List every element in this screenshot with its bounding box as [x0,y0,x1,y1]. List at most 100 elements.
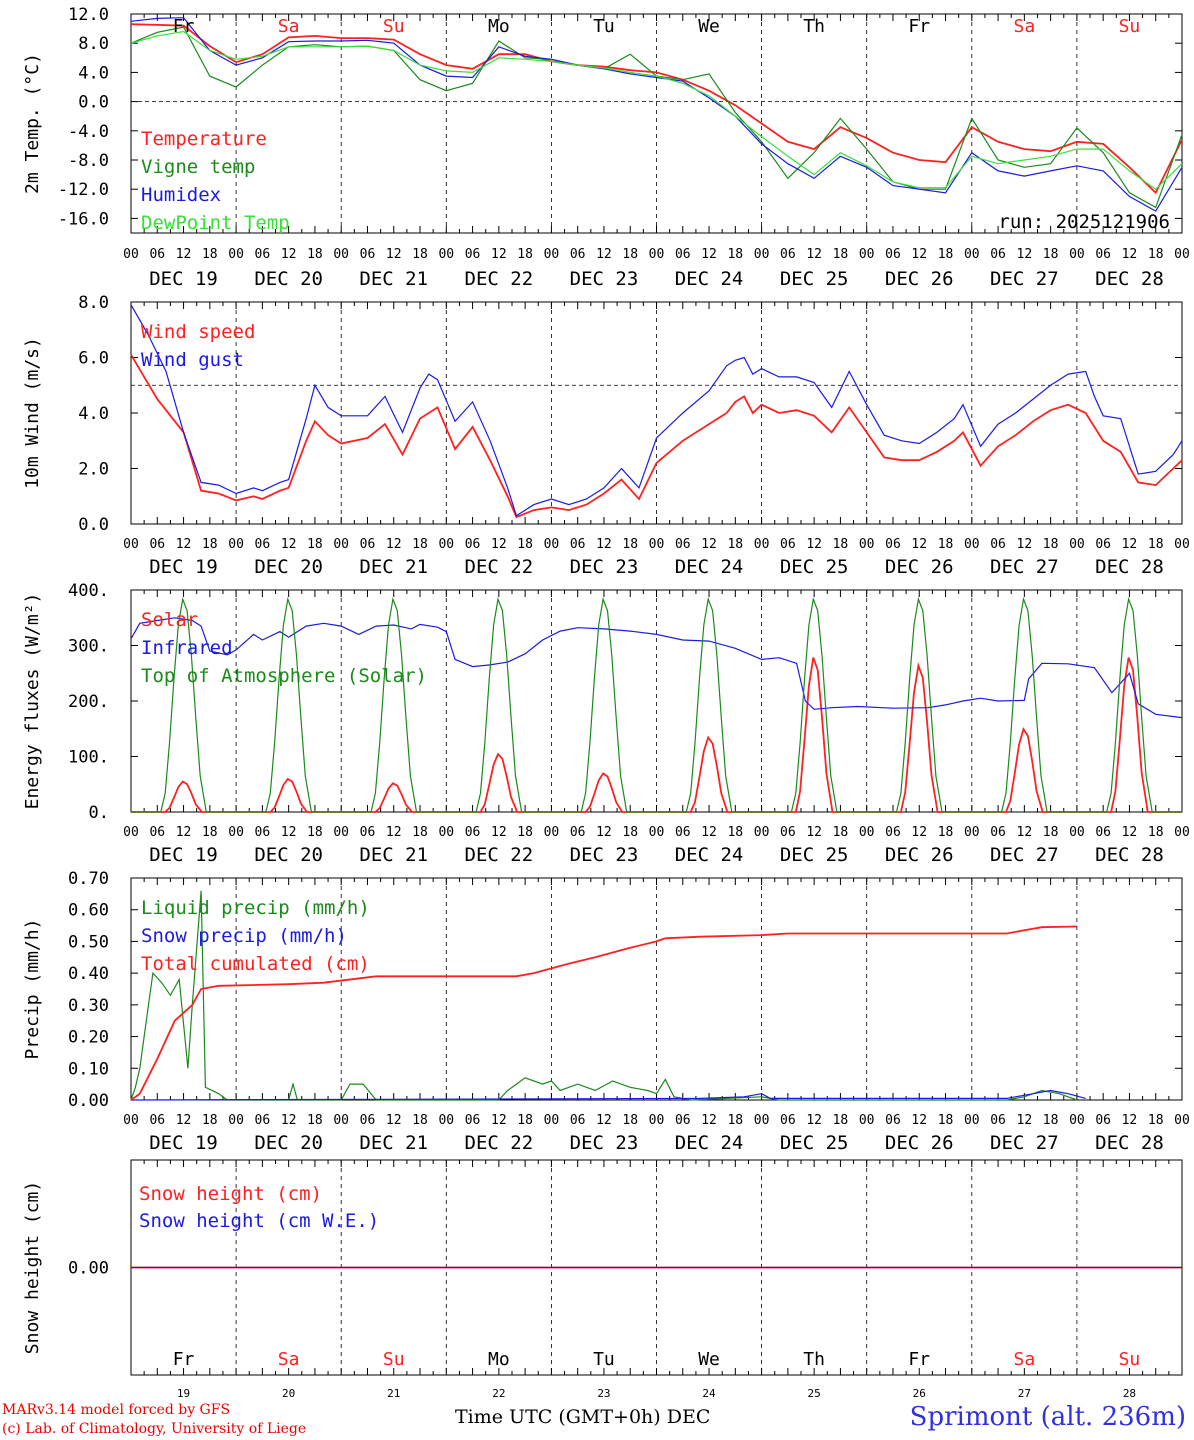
hour-label: 00 [859,247,875,262]
date-label: DEC 22 [465,844,534,866]
hour-label: 00 [228,537,244,552]
hour-label: 12 [1017,825,1033,840]
date-label: DEC 28 [1095,268,1164,290]
day-number: 22 [492,1387,505,1400]
hour-label: 12 [386,537,402,552]
y-tick-label: 0.00 [68,1091,109,1111]
hour-label: 00 [544,247,560,262]
date-label: DEC 27 [990,556,1059,578]
hour-label: 12 [806,537,822,552]
y-tick-label: 12.0 [68,5,109,25]
hour-label: 12 [386,1113,402,1128]
hour-label: 06 [675,537,691,552]
hour-label: 12 [1017,537,1033,552]
legend-entry: Liquid precip (mm/h) [141,897,370,919]
hour-label: 00 [123,825,139,840]
date-label: DEC 19 [149,556,218,578]
hour-label: 18 [622,1113,638,1128]
weekday-label: Su [1119,16,1141,37]
legend-entry: Infrared [141,637,233,659]
y-tick-label: 0.60 [68,901,109,921]
hour-label: 18 [202,825,218,840]
hour-label: 12 [491,537,507,552]
hour-label: 18 [727,1113,743,1128]
date-label: DEC 25 [780,1132,849,1154]
hour-label: 18 [1043,537,1059,552]
hour-label: 00 [1174,1113,1190,1128]
hour-label: 12 [1122,247,1138,262]
hour-label: 12 [701,825,717,840]
day-number: 21 [387,1387,400,1400]
date-label: DEC 27 [990,844,1059,866]
weekday-label: Sa [1014,1349,1036,1370]
hour-label: 12 [701,247,717,262]
hour-label: 18 [938,247,954,262]
hour-label: 00 [1174,537,1190,552]
panel-4: 0.70 0.60 0.50 0.40 0.30 0.20 0.10 0.00 00 06 12 18… [22,869,1190,1154]
hour-label: 12 [386,825,402,840]
hour-label: 06 [780,537,796,552]
hour-label: 06 [780,247,796,262]
hour-label: 18 [202,537,218,552]
hour-label: 18 [202,247,218,262]
hour-label: 00 [649,1113,665,1128]
hour-label: 06 [990,825,1006,840]
weekday-label: Fr [173,16,195,37]
hour-label: 00 [649,825,665,840]
y-tick-label: 0.50 [68,932,109,952]
y-tick-label: 6.0 [78,349,109,369]
hour-label: 12 [176,537,192,552]
y-tick-label: 8.0 [78,293,109,313]
hour-label: 00 [228,1113,244,1128]
date-label: DEC 24 [675,844,744,866]
y-tick-label: 200. [68,692,109,712]
date-label: DEC 20 [254,556,323,578]
legend-entry: Solar [141,609,198,631]
y-tick-label: 0. [89,803,109,823]
hour-label: 12 [596,1113,612,1128]
date-label: DEC 26 [885,844,954,866]
legend-entry: Total cumulated (cm) [141,953,370,975]
hour-label: 18 [833,825,849,840]
hour-label: 12 [491,247,507,262]
hour-label: 00 [544,825,560,840]
hour-label: 06 [465,825,481,840]
series-line [130,23,1183,195]
hour-label: 12 [701,537,717,552]
hour-label: 00 [333,537,349,552]
series-line [130,617,1183,719]
panel-2: 8.0 6.0 4.0 2.0 0.0 00 06 12 18 DEC 19 00 06 12 18 DEC… [22,293,1190,578]
hour-label: 12 [1122,825,1138,840]
date-label: DEC 24 [675,1132,744,1154]
hour-label: 18 [307,247,323,262]
hour-label: 06 [675,247,691,262]
series-line [130,30,1183,190]
y-tick-label: 0.10 [68,1059,109,1079]
weekday-label: Th [803,16,825,37]
hour-label: 06 [149,1113,165,1128]
hour-label: 12 [281,247,297,262]
date-label: DEC 20 [254,268,323,290]
hour-label: 00 [649,537,665,552]
legend-entry: Snow height (cm W.E.) [139,1210,379,1232]
hour-label: 18 [833,537,849,552]
y-tick-label: -4.0 [68,122,109,142]
hour-label: 06 [255,537,271,552]
hour-label: 18 [412,825,428,840]
hour-label: 06 [360,825,376,840]
weekday-label: Sa [278,1349,300,1370]
hour-label: 18 [727,825,743,840]
hour-label: 12 [596,825,612,840]
hour-label: 18 [1148,825,1164,840]
hour-label: 06 [570,825,586,840]
y-tick-label: 0.00 [68,1259,109,1279]
hour-label: 00 [754,825,770,840]
hour-label: 06 [780,825,796,840]
hour-label: 00 [333,825,349,840]
hour-label: 00 [964,825,980,840]
hour-label: 18 [1148,1113,1164,1128]
y-axis-label: 10m Wind (m/s) [22,337,43,489]
credit-line-2: (c) Lab. of Climatology, University of L… [2,1421,307,1437]
hour-label: 06 [885,247,901,262]
hour-label: 06 [570,1113,586,1128]
